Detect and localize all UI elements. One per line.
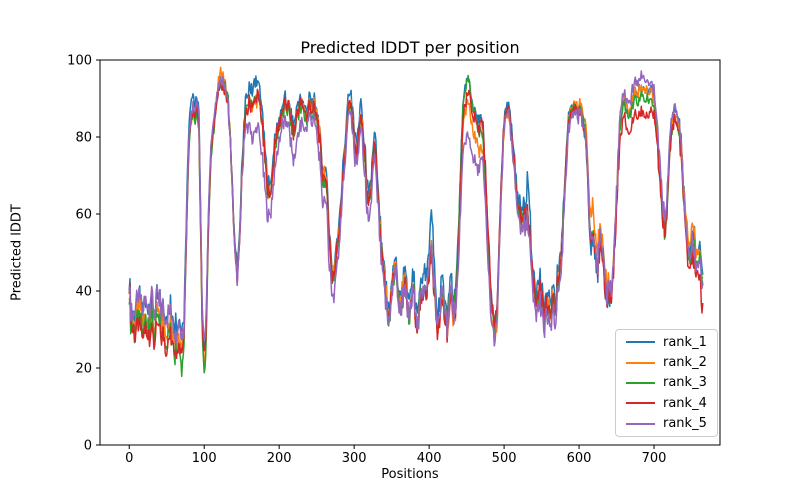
legend-item-rank_4: rank_4 [616,397,717,410]
x-tick-label: 100 [192,451,217,466]
y-tick-label: 40 [75,285,92,300]
legend: rank_1 rank_2 rank_3 rank_4 rank_5 [615,329,718,437]
series-line-rank_5 [128,70,704,347]
legend-label-rank_3: rank_3 [663,375,707,391]
x-tick-label: 0 [125,451,133,466]
legend-line-swatch-rank_1 [626,341,655,344]
legend-label-rank_2: rank_2 [663,355,707,371]
y-tick-label: 80 [75,131,92,146]
series-lines [128,66,704,378]
x-axis-label: Positions [381,467,439,482]
axis-ticks: 0 100 200 300 400 500 600 700 0 20 40 60 80 100 [67,54,666,467]
y-tick-label: 20 [75,362,92,377]
y-tick-label: 60 [75,208,92,223]
y-axis-label: Predicted lDDT [9,204,25,301]
legend-line-swatch-rank_3 [626,381,655,384]
legend-label-rank_1: rank_1 [663,334,707,350]
legend-line-swatch-rank_4 [626,402,655,405]
y-tick-label: 100 [67,54,92,69]
legend-item-rank_3: rank_3 [616,376,717,389]
y-tick-label: 0 [84,439,92,454]
axes-spines [99,59,721,446]
legend-label-rank_4: rank_4 [663,395,707,411]
legend-line-swatch-rank_5 [626,422,655,425]
x-tick-label: 400 [417,451,442,466]
legend-item-rank_1: rank_1 [616,336,717,349]
x-tick-label: 500 [492,451,517,466]
x-tick-label: 600 [567,451,592,466]
x-tick-label: 200 [267,451,292,466]
x-tick-label: 300 [342,451,367,466]
legend-label-rank_5: rank_5 [663,416,707,432]
x-tick-label: 700 [642,451,667,466]
chart-title: Predicted lDDT per position [300,38,520,57]
legend-line-swatch-rank_2 [626,361,655,364]
legend-item-rank_2: rank_2 [616,356,717,369]
legend-item-rank_5: rank_5 [616,417,717,430]
